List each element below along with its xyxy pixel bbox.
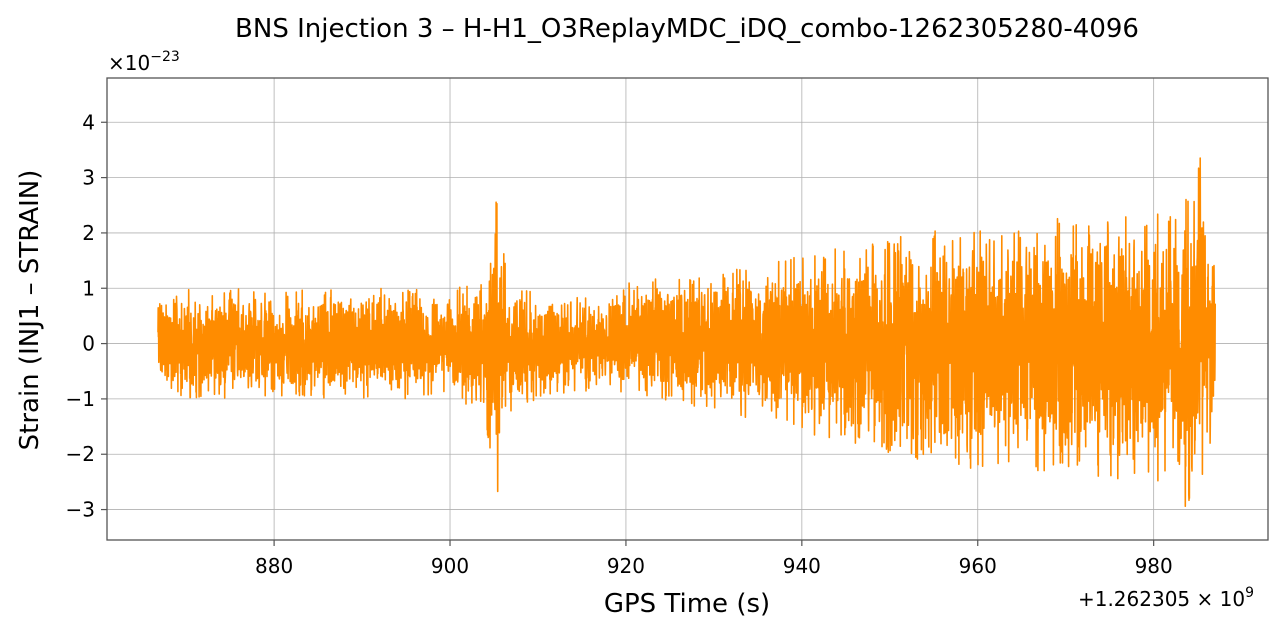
plot-frame xyxy=(106,77,1269,541)
y-tick-label: 1 xyxy=(82,276,95,300)
strain-series-line xyxy=(157,157,1216,507)
y-tick-label: −3 xyxy=(66,498,95,522)
x-tick-label: 940 xyxy=(783,554,821,578)
x-tick-label: 900 xyxy=(431,554,469,578)
x-axis-ticks: 880 900 920 940 960 980 xyxy=(255,540,1173,578)
x-axis-offset: +1.262305 × 109 xyxy=(1078,585,1254,611)
x-tick-label: 960 xyxy=(959,554,997,578)
y-tick-label: −1 xyxy=(66,387,95,411)
chart-title: BNS Injection 3 – H-H1_O3ReplayMDC_iDQ_c… xyxy=(235,14,1139,44)
x-tick-label: 880 xyxy=(255,554,293,578)
y-tick-label: 0 xyxy=(82,332,95,356)
x-axis-label: GPS Time (s) xyxy=(604,589,770,619)
y-tick-label: 3 xyxy=(82,166,95,190)
x-tick-label: 920 xyxy=(607,554,645,578)
series-group xyxy=(157,157,1216,507)
y-axis-label: Strain (INJ1 – STRAIN) xyxy=(15,170,45,451)
y-tick-label: 4 xyxy=(82,110,95,134)
y-axis-multiplier: ×10−23 xyxy=(108,49,180,75)
y-tick-label: 2 xyxy=(82,221,95,245)
y-axis-ticks: −3 −2 −1 0 1 2 3 4 xyxy=(66,110,107,522)
x-tick-label: 980 xyxy=(1135,554,1173,578)
y-tick-label: −2 xyxy=(66,442,95,466)
